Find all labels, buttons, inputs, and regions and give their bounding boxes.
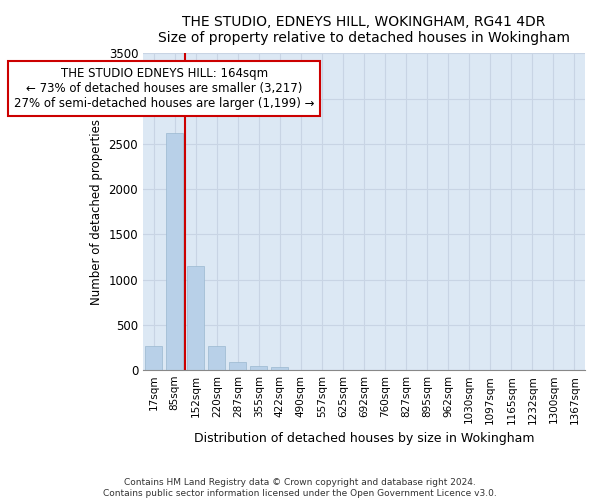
Text: Contains HM Land Registry data © Crown copyright and database right 2024.
Contai: Contains HM Land Registry data © Crown c… (103, 478, 497, 498)
X-axis label: Distribution of detached houses by size in Wokingham: Distribution of detached houses by size … (194, 432, 535, 445)
Bar (166, 133, 183, 370)
Bar (187, 266, 204, 370)
Y-axis label: Number of detached properties: Number of detached properties (90, 118, 103, 304)
Bar (271, 368, 289, 370)
Text: THE STUDIO EDNEYS HILL: 164sqm
← 73% of detached houses are smaller (3,217)
27% : THE STUDIO EDNEYS HILL: 164sqm ← 73% of … (14, 67, 314, 110)
Bar (208, 346, 225, 370)
Bar (229, 362, 246, 370)
Bar (145, 346, 162, 370)
Bar (250, 366, 267, 370)
Title: THE STUDIO, EDNEYS HILL, WOKINGHAM, RG41 4DR
Size of property relative to detach: THE STUDIO, EDNEYS HILL, WOKINGHAM, RG41… (158, 15, 570, 45)
